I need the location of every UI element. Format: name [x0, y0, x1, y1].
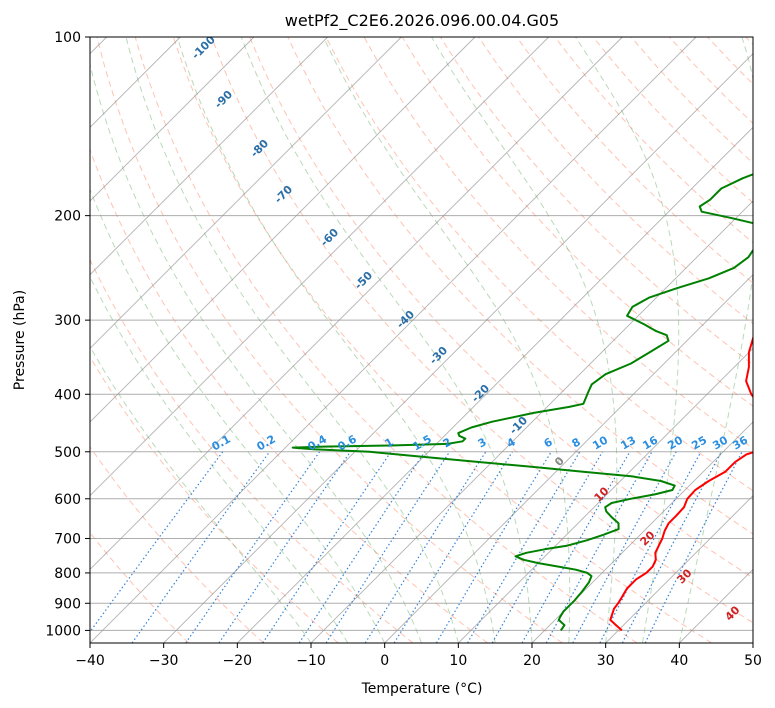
- x-axis-title: Temperature (°C): [361, 681, 483, 697]
- x-tick-label: −10: [296, 653, 326, 669]
- x-tick-label: 20: [523, 653, 541, 669]
- dewpoint-profile-line: [291, 173, 753, 631]
- y-tick-label: 1000: [45, 623, 81, 639]
- moist-adiabat-line: [90, 188, 386, 643]
- y-tick-label: 800: [54, 566, 81, 582]
- moist-adiabat-line: [90, 62, 422, 643]
- mixing-ratio-line: [298, 451, 426, 643]
- dry-adiabat-line: [134, 37, 638, 643]
- x-tick-label: −40: [75, 653, 105, 669]
- isotherm-line: [310, 200, 753, 643]
- isotherm-line: [90, 37, 402, 349]
- moist-adiabat-line: [240, 37, 533, 643]
- mixing-ratio-line: [218, 451, 351, 643]
- x-tick-label: 50: [744, 653, 762, 669]
- isotherm-line: [237, 126, 753, 643]
- dry-adiabat-line: [211, 37, 753, 624]
- y-axis-title: Pressure (hPa): [12, 290, 28, 390]
- mixing-ratio-line: [325, 451, 451, 643]
- dry-adiabat-line: [249, 37, 753, 579]
- isotherm-line: [163, 53, 753, 643]
- y-tick-label: 300: [54, 313, 81, 329]
- mixing-ratio-line: [435, 451, 552, 643]
- background-lines: [90, 37, 753, 643]
- y-tick-label: 900: [54, 596, 81, 612]
- dry-adiabat-line: [172, 37, 712, 643]
- x-tick-label: 30: [597, 653, 615, 669]
- moist-adiabat-line: [323, 37, 571, 643]
- x-tick-label: −30: [149, 653, 179, 669]
- mixing-ratio-line: [90, 451, 224, 633]
- dry-adiabat-line: [90, 445, 264, 643]
- mixing-ratio-line: [131, 451, 271, 643]
- y-tick-label: 600: [54, 492, 81, 508]
- dry-adiabat-line: [90, 355, 339, 643]
- isotherm-line: [605, 495, 753, 643]
- isotherm-line: [90, 37, 255, 202]
- y-tick-label: 400: [54, 387, 81, 403]
- mixing-ratio-line: [364, 451, 487, 643]
- isotherm-line: [90, 37, 328, 276]
- dry-adiabat-line: [96, 37, 563, 643]
- isotherm-line: [90, 37, 697, 643]
- profile-series: [291, 173, 753, 632]
- isotherm-line: [384, 274, 753, 643]
- plot-frame: [89, 36, 754, 644]
- isotherm-line: [90, 37, 549, 497]
- mixing-ratio-line: [599, 451, 702, 643]
- mixing-ratio-line: [572, 451, 677, 643]
- dry-adiabat-line: [516, 37, 753, 284]
- moist-adiabat-line: [176, 37, 496, 643]
- chart-title: wetPf2_C2E6.2026.096.00.04.G05: [285, 11, 559, 31]
- moist-adiabat-line: [575, 37, 680, 643]
- temperature-profile-line: [609, 335, 753, 632]
- y-tick-label: 700: [54, 532, 81, 548]
- x-tick-label: 10: [449, 653, 467, 669]
- dry-adiabat-line: [90, 258, 414, 643]
- mixing-ratio-line: [644, 451, 743, 643]
- mixing-ratio-line: [262, 451, 392, 643]
- isotherm-line: [90, 37, 476, 423]
- x-tick-label: 0: [380, 653, 389, 669]
- moist-adiabat-line: [90, 275, 349, 643]
- mixing-ratio-line: [521, 451, 631, 643]
- y-tick-label: 200: [54, 209, 81, 225]
- moist-adiabat-line: [125, 37, 459, 643]
- mixing-ratio-line: [545, 451, 653, 643]
- x-tick-label: −20: [223, 653, 253, 669]
- moist-adiabat-line: [678, 37, 753, 643]
- y-tick-label: 100: [54, 30, 81, 46]
- isotherm-line: [531, 421, 753, 643]
- mixing-ratio-line: [185, 451, 321, 643]
- dry-adiabat-line: [325, 37, 753, 492]
- y-tick-label: 500: [54, 445, 81, 461]
- dry-adiabat-line: [287, 37, 753, 535]
- x-tick-label: 40: [670, 653, 688, 669]
- axes: −40 −30 −20 −10 0 10 20 30 40 50 1000 900 800 700 600 5…: [45, 30, 762, 669]
- moist-adiabat-line: [431, 37, 618, 643]
- isotherm-line: [90, 37, 623, 570]
- isotherm-line: [458, 347, 753, 643]
